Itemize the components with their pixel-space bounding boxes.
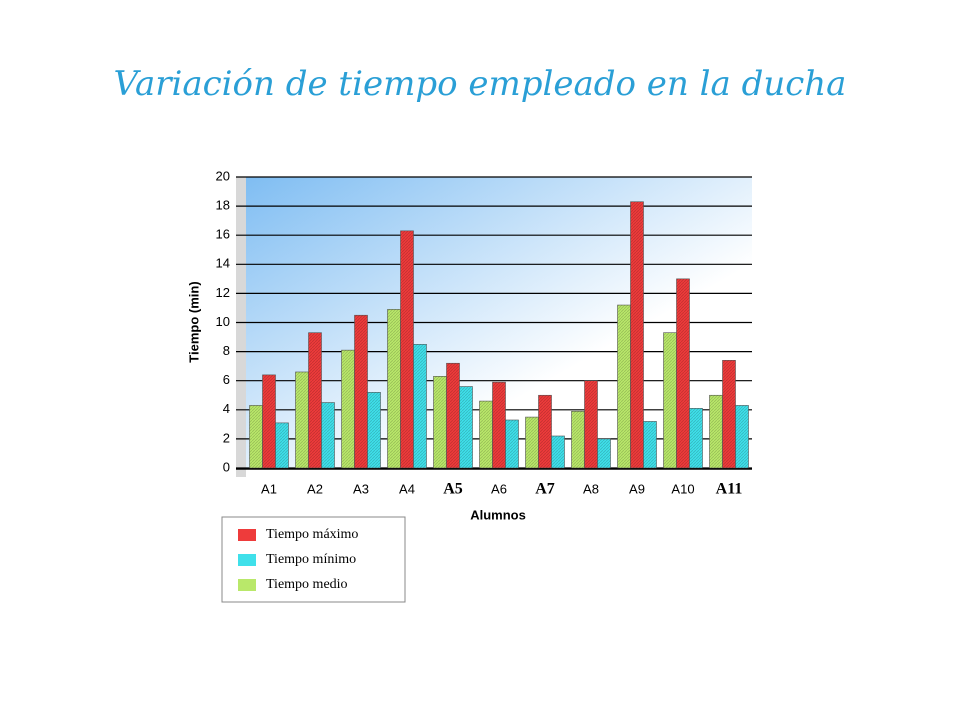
bar [446, 362, 460, 469]
bar [262, 374, 276, 469]
bar [551, 435, 565, 469]
bar [709, 394, 723, 469]
bar [722, 360, 736, 469]
legend-swatch [238, 529, 256, 541]
bar [630, 201, 644, 469]
y-tick-label: 20 [216, 168, 230, 183]
x-tick-label: A5 [443, 481, 463, 498]
bar [492, 381, 506, 469]
x-tick-label: A7 [535, 481, 555, 498]
x-tick-label: A6 [491, 481, 507, 496]
x-tick-label: A2 [307, 481, 323, 496]
bar [387, 309, 401, 469]
legend-label: Tiempo medio [266, 577, 348, 592]
bar [433, 376, 447, 469]
y-axis-label: Tiempo (min) [186, 281, 201, 362]
bar [367, 392, 381, 469]
bar [597, 438, 611, 469]
x-tick-label: A4 [399, 481, 415, 496]
bar [479, 400, 493, 469]
y-tick-label: 10 [216, 314, 230, 329]
x-tick-label: A8 [583, 481, 599, 496]
chart-title: Variación de tiempo empleado en la ducha [114, 64, 847, 104]
bar [249, 405, 263, 469]
bar [538, 394, 552, 469]
y-tick-label: 4 [223, 401, 230, 416]
bar [308, 332, 322, 469]
x-tick-label: A3 [353, 481, 369, 496]
x-tick-label: A1 [261, 481, 277, 496]
bar [341, 349, 355, 469]
y-tick-label: 16 [216, 227, 230, 242]
legend-label: Tiempo mínimo [266, 552, 356, 567]
bar [571, 410, 585, 469]
bar [275, 422, 289, 469]
bar [505, 419, 519, 469]
bar [413, 344, 427, 469]
y-tick-label: 12 [216, 285, 230, 300]
bar [321, 402, 335, 469]
legend-label: Tiempo máximo [266, 527, 358, 542]
x-tick-label: A11 [716, 481, 743, 498]
left-wall [236, 177, 246, 477]
y-tick-label: 6 [223, 372, 230, 387]
y-tick-label: 14 [216, 256, 230, 271]
bar [400, 230, 414, 469]
bar [459, 386, 473, 469]
bar [676, 278, 690, 469]
bar [689, 408, 703, 469]
x-tick-label: A9 [629, 481, 645, 496]
y-tick-label: 2 [223, 430, 230, 445]
x-tick-label: A10 [671, 481, 694, 496]
bar [584, 380, 598, 469]
y-tick-label: 8 [223, 343, 230, 358]
bar [663, 332, 677, 469]
y-tick-label: 0 [223, 459, 230, 474]
bar [354, 314, 368, 469]
bar [617, 304, 631, 469]
bar [643, 421, 657, 469]
legend-swatch [238, 579, 256, 591]
y-tick-label: 18 [216, 198, 230, 213]
bar [295, 371, 309, 469]
bar [525, 416, 539, 469]
x-axis-label: Alumnos [470, 507, 526, 522]
bar [735, 405, 749, 469]
legend-swatch [238, 554, 256, 566]
